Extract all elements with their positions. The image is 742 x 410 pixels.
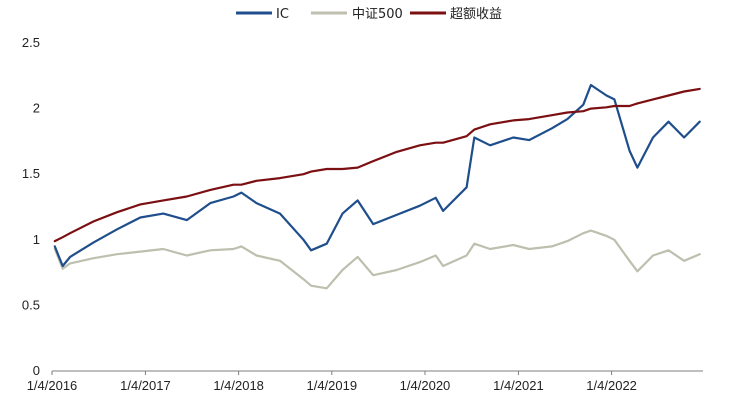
y-tick-label: 2: [33, 101, 40, 116]
x-tick-label: 1/4/2018: [213, 378, 264, 393]
y-tick-label: 1: [33, 232, 40, 247]
series-line-1: [53, 229, 701, 290]
legend-label-2: 超额收益: [450, 7, 502, 22]
y-tick-label: 2.5: [22, 35, 40, 50]
series-line-0: [53, 83, 701, 268]
y-tick-label: 0: [33, 363, 40, 378]
legend-label-1: 中证500: [352, 7, 403, 22]
series-layer: [53, 83, 701, 290]
x-tick-label: 1/4/2020: [400, 378, 451, 393]
x-tick-label: 1/4/2022: [586, 378, 637, 393]
y-tick-label: 1.5: [22, 166, 40, 181]
x-axis-ticks: 1/4/2016 1/4/2017 1/4/2018 1/4/2019 1/4/2020…: [27, 371, 637, 393]
x-tick-label: 1/4/2017: [120, 378, 171, 393]
y-tick-label: 0.5: [22, 297, 40, 312]
x-tick-label: 1/4/2021: [493, 378, 544, 393]
legend-label-0: IC: [276, 7, 289, 22]
x-tick-label: 1/4/2016: [27, 378, 78, 393]
series-line-2: [53, 87, 701, 243]
y-axis-ticks: 0 0.5 1 1.5 2 2.5: [22, 35, 40, 378]
x-tick-label: 1/4/2019: [306, 378, 357, 393]
legend: IC 中证500 超额收益: [236, 7, 502, 22]
